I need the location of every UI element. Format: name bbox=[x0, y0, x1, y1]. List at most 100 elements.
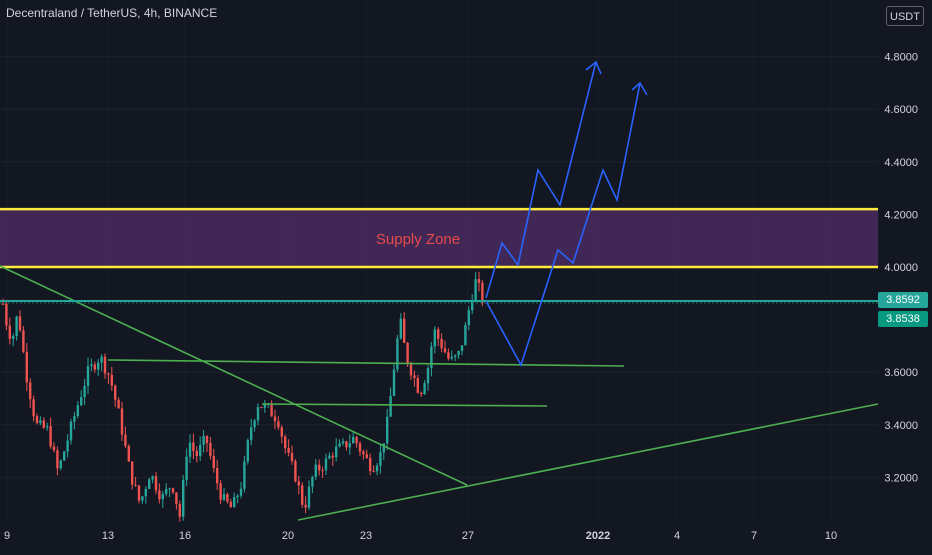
candle-body bbox=[233, 497, 236, 508]
candle-body bbox=[355, 437, 358, 444]
candle-body bbox=[73, 416, 76, 422]
candle-body bbox=[161, 494, 164, 500]
y-axis: 4.8000 4.6000 4.4000 4.2000 4.0000 3.6000 3.40… bbox=[884, 52, 918, 485]
candle-body bbox=[29, 382, 32, 400]
candle-body bbox=[409, 363, 413, 376]
candle-body bbox=[338, 443, 341, 447]
support-line-upper bbox=[107, 359, 625, 367]
candle-body bbox=[120, 408, 124, 435]
candle-body bbox=[369, 457, 372, 472]
candle-body bbox=[226, 494, 229, 502]
candle-body bbox=[63, 451, 66, 461]
x-tick-label: 13 bbox=[102, 530, 114, 542]
candle-body bbox=[103, 356, 107, 374]
x-axis: 9 13 16 20 23 27 2022 4 7 10 bbox=[4, 530, 837, 542]
candle-body bbox=[423, 383, 426, 394]
candle-body bbox=[474, 279, 477, 302]
candle-body bbox=[165, 488, 168, 495]
candle-body bbox=[134, 484, 137, 486]
candle-body bbox=[18, 316, 22, 331]
candle-body bbox=[307, 486, 311, 508]
candle-body bbox=[42, 420, 45, 428]
candle-body bbox=[175, 492, 178, 505]
supply-zone bbox=[0, 207, 878, 269]
candle-body bbox=[386, 416, 389, 444]
x-tick-label: 9 bbox=[4, 530, 10, 542]
candle-body bbox=[1, 303, 5, 305]
candle-body bbox=[131, 461, 134, 485]
candle-body bbox=[86, 366, 90, 386]
candle-body bbox=[454, 355, 457, 357]
candle-body bbox=[137, 485, 141, 501]
x-tick-label: 10 bbox=[825, 530, 837, 542]
x-tick-label: 20 bbox=[282, 530, 294, 542]
candle-body bbox=[375, 465, 379, 472]
y-tick-label: 3.4000 bbox=[884, 420, 918, 432]
candle-body bbox=[12, 336, 15, 339]
candle-body bbox=[141, 496, 144, 501]
x-tick-label: 23 bbox=[360, 530, 372, 542]
candle-body bbox=[270, 403, 273, 417]
candle-body bbox=[311, 476, 314, 487]
candle-body bbox=[297, 481, 300, 486]
candle-body bbox=[15, 316, 18, 337]
candle-body bbox=[294, 461, 297, 482]
candle-body bbox=[324, 458, 328, 471]
candle-body bbox=[290, 452, 294, 462]
candle-body bbox=[168, 488, 171, 490]
candle-body bbox=[192, 442, 195, 451]
projection-path-right bbox=[485, 82, 641, 368]
supply-zone-label: Supply Zone bbox=[376, 231, 460, 248]
candle-body bbox=[331, 455, 334, 458]
candle-body bbox=[219, 483, 222, 500]
candle-body bbox=[457, 350, 460, 356]
candle-body bbox=[280, 427, 283, 437]
currency-badge[interactable]: USDT bbox=[886, 6, 924, 26]
candle-body bbox=[426, 368, 430, 384]
candle-body bbox=[56, 450, 59, 469]
candle-body bbox=[35, 416, 39, 423]
candle-body bbox=[413, 375, 416, 379]
candle-body bbox=[229, 501, 232, 508]
candles bbox=[1, 271, 484, 522]
candle-body bbox=[49, 426, 52, 447]
candle-body bbox=[348, 443, 351, 448]
candle-body bbox=[321, 470, 324, 472]
candle-body bbox=[93, 364, 96, 370]
arrowhead-left bbox=[585, 60, 602, 75]
candle-body bbox=[263, 404, 266, 408]
candle-body bbox=[365, 454, 368, 458]
candle-body bbox=[76, 405, 79, 417]
candle-body bbox=[399, 318, 402, 339]
candle-body bbox=[467, 310, 470, 326]
candle-body bbox=[396, 338, 399, 370]
y-tick-label: 4.6000 bbox=[884, 104, 918, 116]
candle-body bbox=[345, 441, 348, 448]
candle-body bbox=[389, 395, 392, 417]
candle-body bbox=[59, 460, 62, 469]
candle-body bbox=[379, 452, 382, 466]
candle-body bbox=[32, 399, 35, 417]
candle-body bbox=[372, 471, 375, 473]
candle-body bbox=[205, 435, 209, 444]
chart-title: Decentraland / TetherUS, 4h, BINANCE bbox=[6, 6, 218, 20]
candle-body bbox=[158, 490, 161, 500]
candle-body bbox=[358, 443, 362, 452]
candle-body bbox=[199, 444, 202, 456]
candle-body bbox=[25, 351, 28, 383]
candle-body bbox=[80, 397, 83, 406]
candle-body bbox=[277, 421, 280, 428]
candle-body bbox=[39, 420, 42, 423]
candle-body bbox=[450, 356, 453, 359]
candle-body bbox=[46, 426, 49, 428]
candle-body bbox=[260, 407, 263, 409]
trendlines bbox=[0, 265, 879, 521]
candle-body bbox=[403, 318, 406, 343]
candle-body bbox=[154, 476, 158, 491]
candle-body bbox=[127, 445, 130, 462]
y-tick-label: 4.0000 bbox=[884, 262, 918, 274]
y-tick-label: 3.2000 bbox=[884, 472, 918, 484]
candle-body bbox=[420, 392, 423, 394]
